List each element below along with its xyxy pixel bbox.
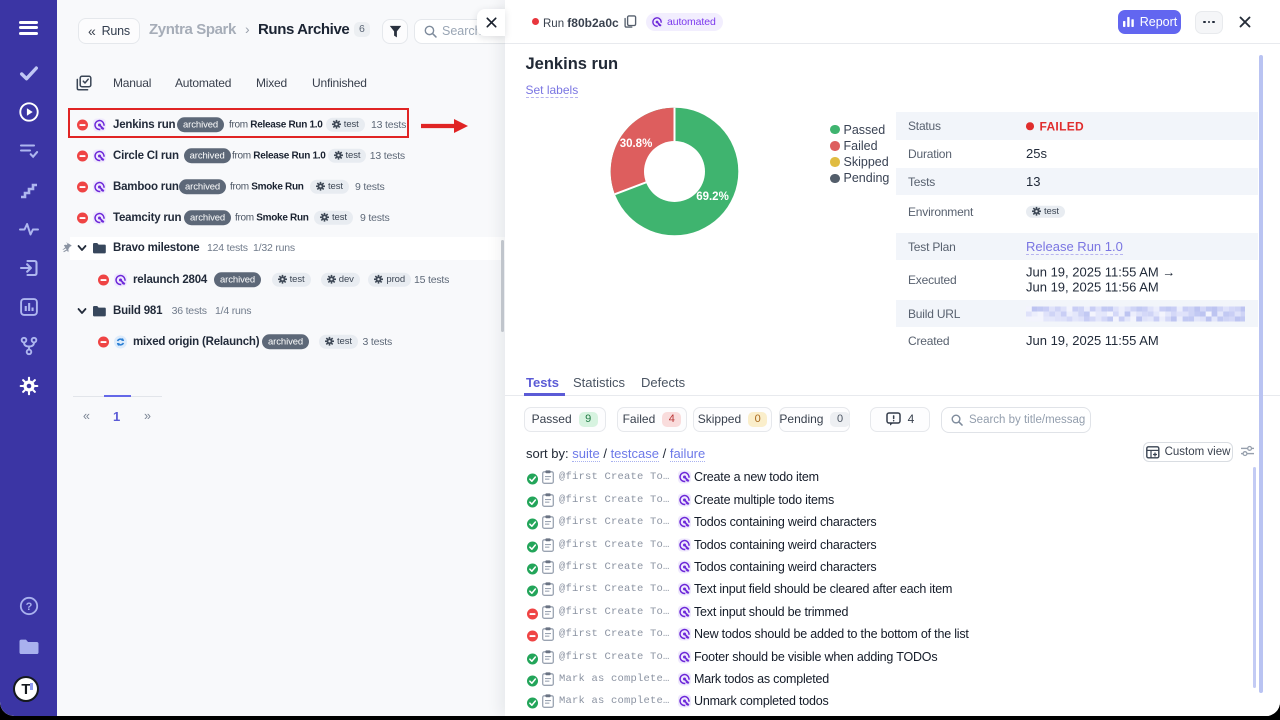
svg-text:69.2%: 69.2%: [696, 191, 729, 203]
svg-text:?: ?: [25, 601, 32, 613]
svg-text:30.8%: 30.8%: [619, 138, 652, 150]
